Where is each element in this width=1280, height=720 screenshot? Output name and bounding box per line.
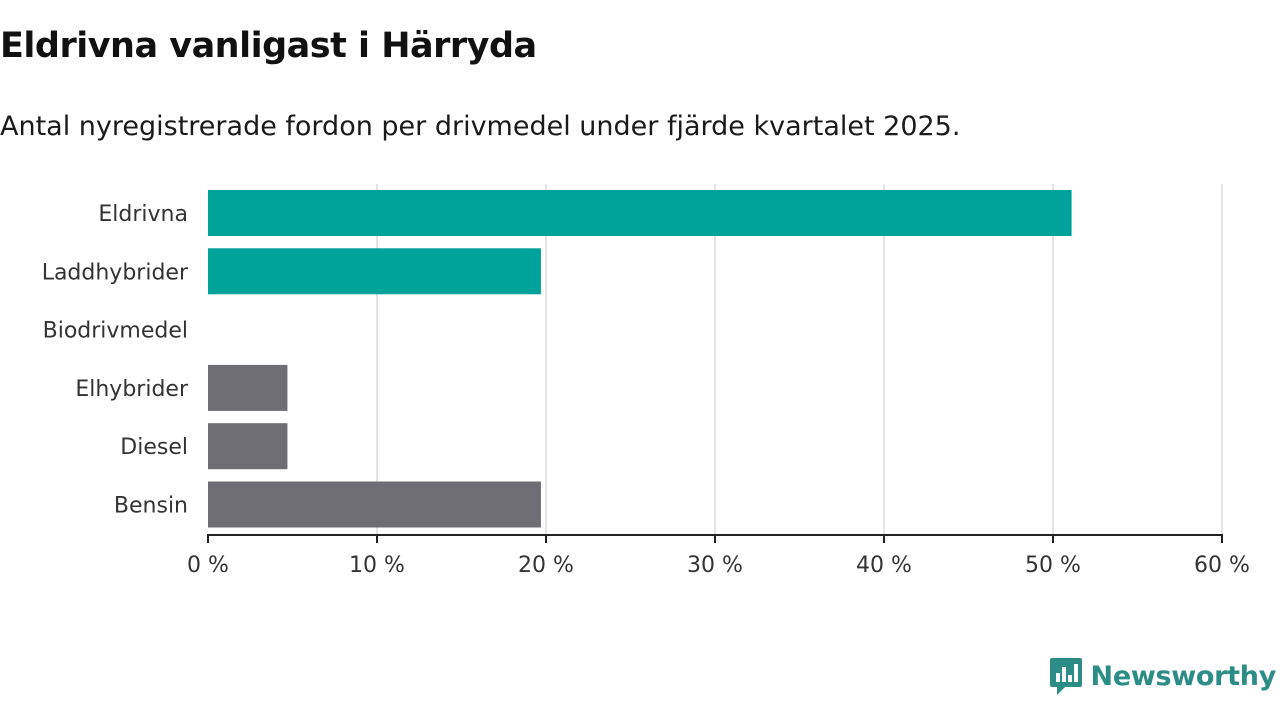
chart-subtitle: Antal nyregistrerade fordon per drivmede… bbox=[0, 111, 961, 142]
x-tick-label: 40 % bbox=[856, 553, 912, 578]
x-tick-label: 60 % bbox=[1194, 553, 1250, 578]
bar-eldrivna bbox=[208, 190, 1072, 236]
category-label: Diesel bbox=[120, 435, 188, 460]
x-tick-label: 50 % bbox=[1025, 553, 1081, 578]
brand: Newsworthy bbox=[1049, 656, 1276, 696]
category-label: Eldrivna bbox=[98, 202, 188, 227]
category-label: Laddhybrider bbox=[42, 260, 189, 285]
label-layer: Eldrivna Laddhybrider Biodrivmedel Elhybrid… bbox=[42, 202, 1250, 578]
bar-elhybrider bbox=[208, 364, 288, 411]
brand-name: Newsworthy bbox=[1090, 660, 1277, 692]
bar-laddhybrider bbox=[208, 248, 541, 295]
bar-diesel bbox=[208, 423, 288, 470]
category-label: Elhybrider bbox=[75, 377, 189, 402]
axis-layer bbox=[207, 534, 1223, 543]
bar-bensin bbox=[208, 481, 541, 528]
x-tick-label: 10 % bbox=[349, 553, 405, 578]
x-tick-label: 20 % bbox=[518, 553, 574, 578]
bar-layer bbox=[208, 190, 1072, 528]
grid-layer bbox=[376, 184, 1223, 535]
newsworthy-logo-icon bbox=[1049, 658, 1082, 695]
category-label: Bensin bbox=[114, 494, 188, 519]
chart-title: Eldrivna vanligast i Härryda bbox=[0, 26, 537, 66]
x-tick-label: 30 % bbox=[687, 553, 743, 578]
category-label: Biodrivmedel bbox=[43, 319, 188, 344]
x-tick-label: 0 % bbox=[187, 553, 229, 578]
bar-chart: Eldrivna Laddhybrider Biodrivmedel Elhybrid… bbox=[42, 184, 1250, 578]
